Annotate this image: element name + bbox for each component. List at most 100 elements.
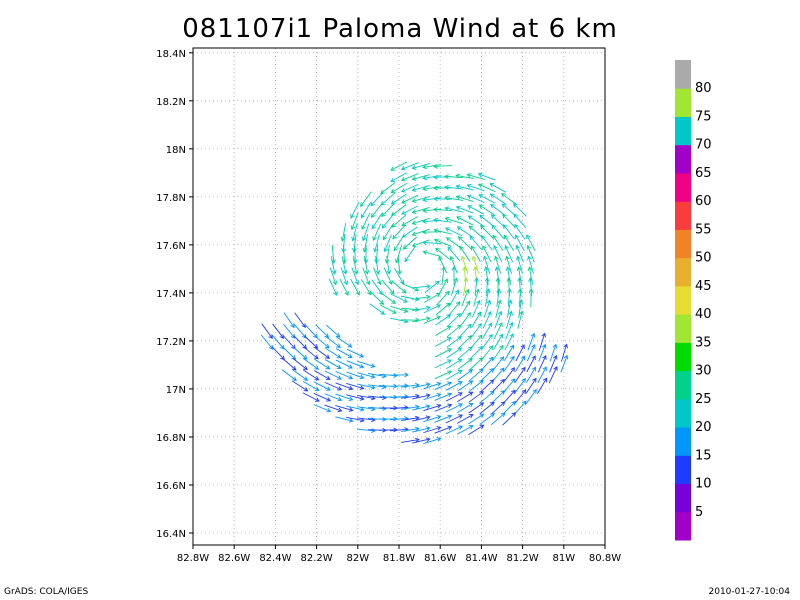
- wind-arrow: [449, 255, 458, 274]
- colorbar-segment: [675, 455, 691, 485]
- wind-arrow: [314, 347, 330, 359]
- wind-arrow: [411, 206, 430, 214]
- wind-arrow: [445, 227, 463, 237]
- wind-arrow: [423, 437, 442, 445]
- wind-arrow: [412, 316, 431, 323]
- colorbar-label: 40: [695, 307, 712, 322]
- wind-arrow: [423, 381, 442, 390]
- wind-arrow: [458, 335, 473, 349]
- wind-arrow: [412, 437, 431, 444]
- wind-arrow: [468, 424, 485, 436]
- wind-arrow: [393, 235, 405, 252]
- wind-arrow: [390, 161, 408, 171]
- wind-arrow: [466, 183, 485, 192]
- wind-arrow: [373, 267, 382, 286]
- wind-arrow: [502, 213, 516, 228]
- wind-arrow: [490, 214, 505, 228]
- wind-arrow: [504, 344, 515, 361]
- wind-arrow: [455, 205, 474, 214]
- wind-arrow: [492, 234, 504, 251]
- wind-arrow: [304, 324, 318, 339]
- wind-arrow: [391, 280, 407, 294]
- wind-arrow: [478, 204, 495, 216]
- wind-arrow: [457, 380, 474, 392]
- wind-arrow: [401, 382, 420, 388]
- x-tick-label: 81.6W: [424, 553, 456, 564]
- wind-arrow: [433, 174, 453, 180]
- wind-arrow: [491, 401, 506, 415]
- colorbar-segment: [675, 116, 691, 146]
- wind-arrow: [469, 334, 483, 350]
- wind-arrow: [446, 336, 462, 348]
- wind-arrow: [401, 393, 420, 399]
- wind-arrow: [335, 393, 354, 402]
- wind-arrow: [537, 377, 548, 394]
- wind-arrow: [445, 414, 463, 424]
- wind-arrow: [381, 203, 395, 218]
- wind-arrow: [383, 234, 392, 253]
- wind-arrow: [281, 357, 297, 371]
- wind-arrow: [468, 391, 484, 403]
- wind-arrow: [474, 277, 479, 297]
- y-tick-label: 18N: [166, 145, 186, 156]
- wind-arrow: [362, 267, 371, 286]
- wind-arrow: [517, 310, 524, 329]
- wind-arrow: [360, 191, 372, 207]
- wind-arrow: [433, 228, 452, 235]
- wind-arrow: [560, 343, 568, 362]
- wind-arrow: [444, 184, 463, 190]
- wind-arrow: [292, 369, 309, 381]
- wind-arrow: [357, 383, 376, 390]
- wind-arrow: [423, 304, 441, 314]
- wind-arrow: [457, 391, 474, 403]
- chart-title: 081107i1 Paloma Wind at 6 km: [182, 14, 618, 44]
- wind-arrow: [446, 358, 463, 370]
- wind-arrow: [480, 345, 494, 361]
- wind-arrow: [260, 334, 274, 350]
- wind-arrow: [422, 208, 441, 213]
- wind-arrow: [380, 182, 396, 195]
- colorbar-label: 60: [695, 194, 712, 209]
- wind-arrow: [400, 317, 420, 323]
- wind-arrow: [434, 381, 453, 390]
- wind-arrow: [492, 356, 505, 372]
- x-tick-label: 81.2W: [507, 553, 539, 564]
- wind-arrow: [303, 358, 320, 370]
- wind-arrow: [368, 395, 387, 400]
- wind-arrow: [451, 266, 457, 286]
- wind-arrow: [471, 255, 480, 274]
- wind-arrow: [514, 378, 526, 394]
- wind-arrow: [378, 427, 398, 433]
- wind-arrow: [402, 236, 417, 250]
- wind-arrow: [479, 401, 495, 414]
- wind-arrow: [325, 324, 341, 338]
- colorbar-segment: [675, 285, 691, 315]
- colorbar-label: 20: [695, 420, 712, 435]
- colorbar-label: 45: [695, 279, 712, 294]
- wind-arrow: [445, 381, 463, 391]
- colorbar-segment: [675, 342, 691, 372]
- wind-arrow: [435, 325, 452, 337]
- wind-arrow: [515, 244, 524, 263]
- colorbar: 5 10 15 20 25 30 35 40 45 50 55 60 65 70 75 80: [675, 60, 712, 541]
- wind-arrow: [412, 404, 431, 411]
- wind-arrow: [493, 322, 503, 340]
- wind-arrow: [445, 370, 463, 380]
- wind-arrow: [457, 346, 473, 360]
- wind-arrow: [346, 360, 365, 369]
- wind-arrow: [477, 183, 496, 193]
- wind-arrow: [371, 213, 383, 230]
- wind-arrow: [401, 404, 420, 410]
- wind-arrow: [469, 345, 483, 360]
- wind-arrow: [434, 403, 453, 412]
- wind-arrow: [335, 382, 354, 391]
- y-axis: 16.4N 16.6N 16.8N 17N 17.2N 17.4N 17.6N 17.8N 18…: [156, 49, 193, 540]
- wind-arrow: [411, 228, 430, 237]
- wind-arrow: [434, 359, 452, 369]
- wind-arrow: [491, 224, 505, 240]
- wind-arrow: [411, 284, 431, 289]
- wind-arrow: [361, 223, 370, 242]
- wind-arrow: [336, 336, 353, 348]
- wind-arrow: [433, 207, 453, 212]
- wind-arrow: [449, 289, 459, 307]
